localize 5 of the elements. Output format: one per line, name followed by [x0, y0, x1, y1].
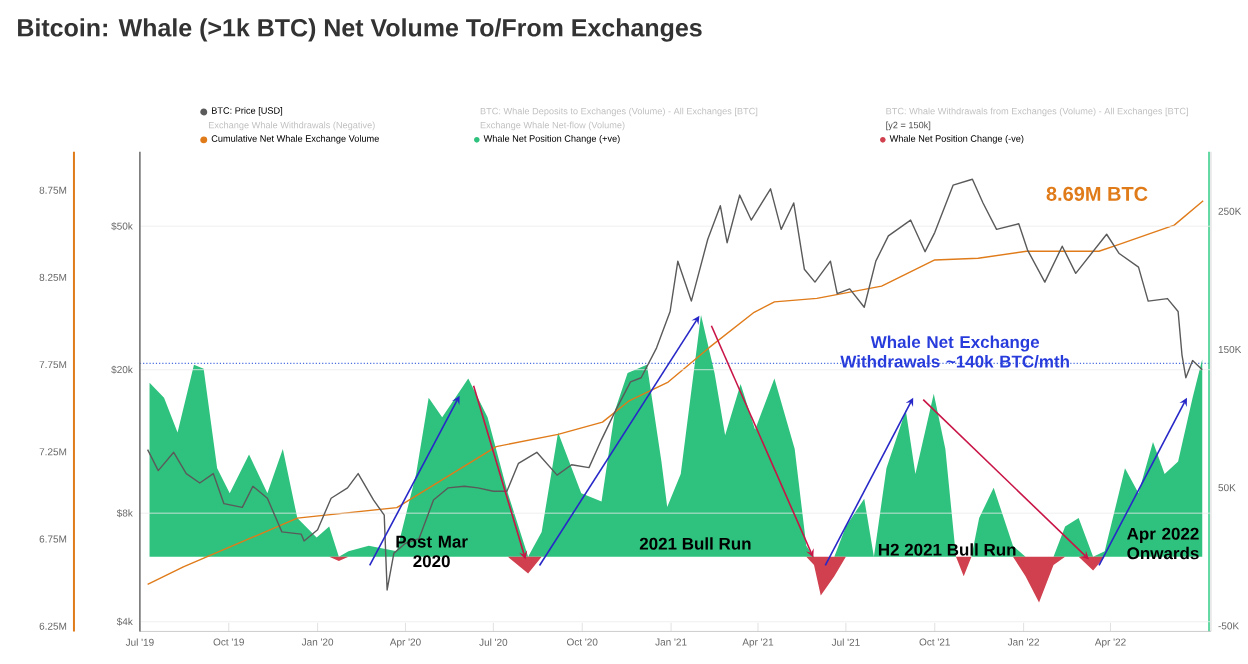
annotation: Apr 2022 Onwards: [1127, 528, 1199, 560]
chart-title: Bitcoin: Whale (>1k BTC) Net Volume To/From Exchanges: [18, 18, 702, 42]
annotation: 8.69M BTC: [1046, 187, 1148, 202]
annotation: 2021 Bull Run: [639, 537, 751, 551]
annotation: Whale Net Exchange Withdrawals ~140k BTC/mth: [840, 335, 1069, 369]
